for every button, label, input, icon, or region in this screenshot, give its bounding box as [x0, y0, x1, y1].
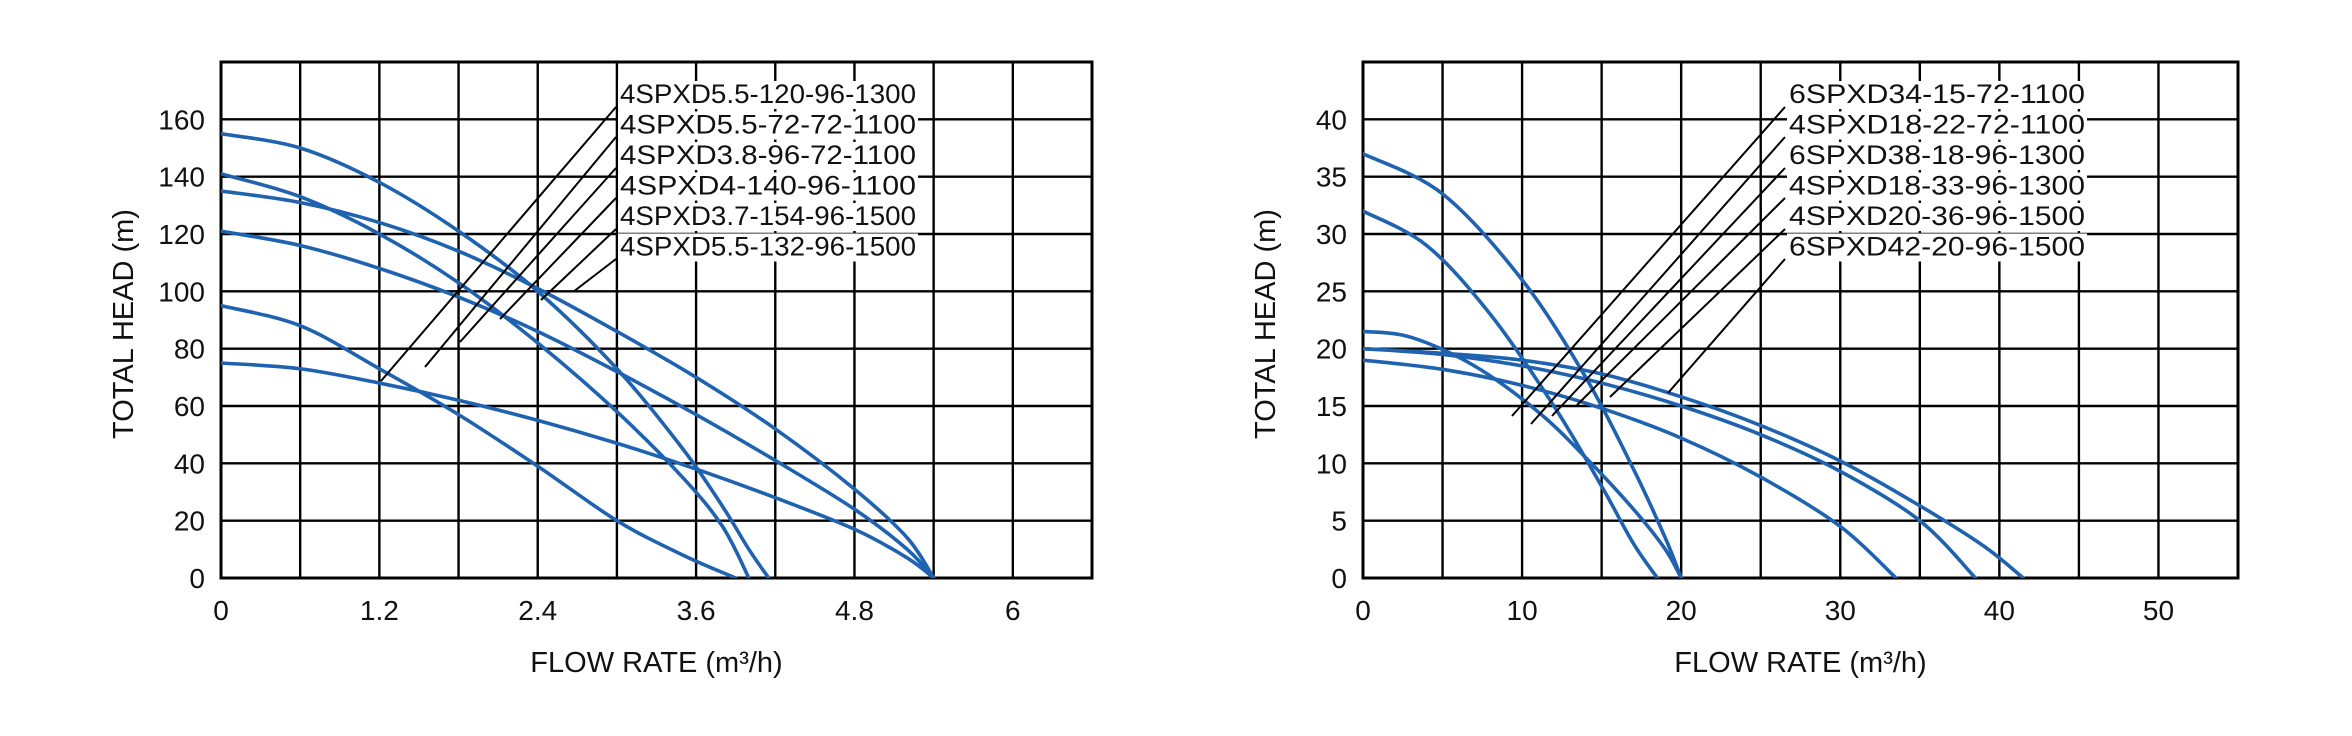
legend-label-bg	[618, 81, 918, 109]
legend-label-bg	[1787, 233, 2087, 262]
legend-label-bg	[1787, 203, 2087, 231]
series-curve-6	[221, 361, 936, 578]
y-tick-label: 5	[1331, 506, 1347, 537]
y-tick-label: 0	[189, 563, 205, 594]
legend-label-bg	[1787, 111, 2087, 140]
y-tick-label: 140	[158, 162, 205, 193]
legend-label: 4SPXD3.8-96-72-1100	[620, 140, 916, 170]
series-curve-6	[1363, 358, 1898, 578]
legend-leader-line	[1667, 258, 1786, 394]
series-curve-2	[221, 172, 751, 578]
x-tick-label: 2.4	[518, 595, 557, 626]
legend-leader-line	[424, 136, 617, 368]
legend-label: 4SPXD5.5-72-72-1100	[620, 110, 916, 140]
x-tick-label: 1.2	[360, 595, 399, 626]
x-tick-label: 0	[213, 595, 229, 626]
legend-leader-line	[459, 167, 617, 343]
legend: 4SPXD5.5-120-96-13004SPXD5.5-72-72-11004…	[380, 79, 918, 382]
legend-leader-line	[1551, 167, 1786, 417]
y-axis-ticks: 0 5 10 15 20 25 30 35 40	[1316, 104, 1347, 594]
legend-label: 4SPXD4-140-96-1100	[620, 171, 916, 201]
series-curve-5	[1363, 346, 2026, 578]
chart-2: 6SPXD34-15-72-11004SPXD18-22-72-11006SPX…	[1250, 60, 2240, 679]
series-curves	[1363, 151, 2026, 578]
legend-leader-line	[1609, 228, 1786, 398]
legend-label-bg	[618, 142, 918, 170]
x-axis-label: FLOW RATE (m³/h)	[530, 647, 782, 679]
x-tick-label: 6	[1005, 595, 1021, 626]
y-tick-label: 20	[174, 506, 205, 537]
x-axis-ticks: 0 10 20 30 40 50	[1355, 595, 2174, 626]
series-curve-1	[221, 131, 771, 578]
legend-leader-line	[540, 228, 617, 301]
x-tick-label: 4.8	[835, 595, 874, 626]
legend-label: 6SPXD38-18-96-1300	[1789, 140, 2085, 170]
x-tick-label: 3.6	[677, 595, 716, 626]
y-tick-label: 60	[174, 391, 205, 422]
x-axis-ticks: 0 1.2 2.4 3.6 4.8 6	[213, 595, 1020, 626]
legend-label-bg	[1787, 81, 2087, 109]
y-tick-label: 35	[1316, 162, 1347, 193]
legend-label: 6SPXD34-15-72-1100	[1789, 79, 2085, 109]
y-tick-label: 40	[174, 448, 205, 479]
legend-leader-line	[1576, 197, 1786, 406]
legend-label: 4SPXD18-33-96-1300	[1789, 171, 2085, 201]
y-tick-label: 20	[1316, 334, 1347, 365]
series-curve-4	[1363, 329, 1683, 578]
legend-label-bg	[618, 172, 918, 201]
series-curve-3	[221, 189, 936, 578]
grid	[1361, 60, 2240, 580]
legend-label: 4SPXD5.5-120-96-1300	[620, 79, 916, 109]
legend-label-bg	[1787, 172, 2087, 201]
y-tick-label: 100	[158, 276, 205, 307]
legend-label-bg	[618, 111, 918, 140]
plot-frame	[1361, 60, 2240, 580]
y-tick-label: 80	[174, 334, 205, 365]
legend-label: 6SPXD42-20-96-1500	[1789, 232, 2085, 262]
x-axis-label: FLOW RATE (m³/h)	[1674, 647, 1926, 679]
legend-leader-line	[1530, 136, 1786, 425]
x-tick-label: 20	[1666, 595, 1697, 626]
legend-leader-line	[1511, 106, 1786, 417]
series-curve-4	[221, 229, 936, 578]
series-curve-3	[1363, 346, 1978, 578]
y-tick-label: 25	[1316, 276, 1347, 307]
x-tick-label: 10	[1507, 595, 1538, 626]
y-tick-label: 30	[1316, 219, 1347, 250]
series-curves	[221, 131, 936, 578]
legend-label-bg	[1787, 142, 2087, 170]
legend-label-bg	[618, 203, 918, 231]
legend-leader-line	[380, 106, 617, 382]
y-tick-label: 15	[1316, 391, 1347, 422]
y-axis-label: TOTAL HEAD (m)	[108, 209, 140, 439]
y-axis-ticks: 0 20 40 60 80 100 120 140 160	[158, 104, 205, 594]
chart-1: 4SPXD5.5-120-96-13004SPXD5.5-72-72-11004…	[108, 60, 1094, 679]
plot-frame	[219, 60, 1094, 580]
series-curve-5	[221, 303, 738, 578]
legend-leader-line	[499, 197, 617, 320]
x-tick-label: 0	[1355, 595, 1371, 626]
x-tick-label: 50	[2143, 595, 2174, 626]
y-tick-label: 10	[1316, 448, 1347, 479]
legend-label: 4SPXD3.7-154-96-1500	[620, 201, 916, 231]
grid	[219, 60, 1094, 580]
legend: 6SPXD34-15-72-11004SPXD18-22-72-11006SPX…	[1511, 79, 2087, 425]
legend-label: 4SPXD5.5-132-96-1500	[620, 232, 916, 262]
x-tick-label: 30	[1825, 595, 1856, 626]
legend-leader-line	[572, 258, 617, 293]
legend-label-bg	[618, 233, 918, 262]
legend-label: 4SPXD20-36-96-1500	[1789, 201, 2085, 231]
y-tick-label: 40	[1316, 104, 1347, 135]
y-tick-label: 160	[158, 104, 205, 135]
y-tick-label: 120	[158, 219, 205, 250]
legend-label: 4SPXD18-22-72-1100	[1789, 110, 2085, 140]
y-axis-label: TOTAL HEAD (m)	[1250, 209, 1282, 439]
x-tick-label: 40	[1984, 595, 2015, 626]
y-tick-label: 0	[1331, 563, 1347, 594]
